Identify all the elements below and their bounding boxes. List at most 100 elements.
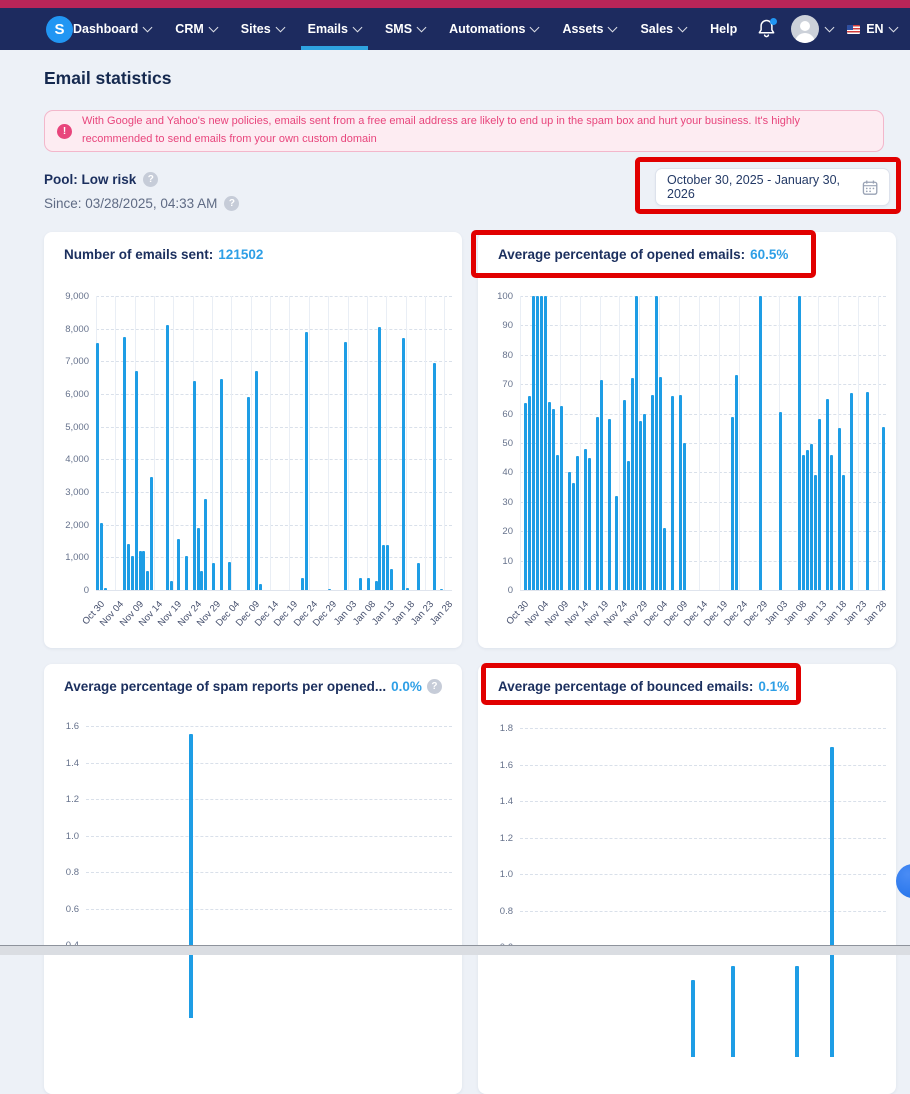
chart-bar[interactable]	[200, 571, 204, 590]
chart-bar[interactable]	[651, 394, 655, 590]
chart-bar[interactable]	[539, 296, 543, 590]
language-selector[interactable]: EN	[847, 22, 899, 36]
chart-bar[interactable]	[523, 403, 527, 590]
chart-bar[interactable]	[607, 419, 611, 590]
chart-bar[interactable]	[595, 416, 599, 590]
chart-bar[interactable]	[806, 450, 810, 590]
chart-bar[interactable]	[301, 577, 305, 590]
chart-bar[interactable]	[390, 568, 394, 590]
chart-bar[interactable]	[802, 454, 806, 590]
help-icon[interactable]: ?	[224, 196, 240, 211]
chart-bar[interactable]	[627, 460, 631, 590]
chart-bar[interactable]	[304, 331, 308, 590]
chart-bar[interactable]	[246, 397, 250, 590]
chart-bar[interactable]	[547, 401, 551, 590]
chart-bar[interactable]	[683, 443, 687, 590]
chart-bar[interactable]	[798, 296, 802, 590]
nav-item-emails[interactable]: Emails	[300, 8, 369, 50]
chart-bar[interactable]	[643, 413, 647, 590]
chart-bar[interactable]	[219, 379, 223, 590]
chart-bar[interactable]	[583, 448, 587, 590]
chart-bar[interactable]	[830, 746, 835, 1057]
chart-bar[interactable]	[615, 495, 619, 590]
chart-bar[interactable]	[359, 577, 363, 590]
chart-bar[interactable]	[185, 555, 188, 590]
chart-bar[interactable]	[417, 562, 421, 590]
app-logo[interactable]: S	[46, 15, 73, 43]
chart-bar[interactable]	[212, 562, 216, 590]
chart-bar[interactable]	[575, 456, 579, 590]
date-range-picker[interactable]: October 30, 2025 - January 30, 2026	[655, 168, 890, 206]
nav-item-sites[interactable]: Sites	[241, 8, 286, 50]
chart-bar[interactable]	[655, 296, 659, 590]
chart-bar[interactable]	[663, 528, 667, 590]
chart-bar[interactable]	[567, 472, 571, 590]
chart-bar[interactable]	[378, 327, 382, 590]
chart-bar[interactable]	[382, 545, 386, 590]
chart-bar[interactable]	[635, 296, 639, 590]
chart-bar[interactable]	[432, 362, 436, 590]
chart-bar[interactable]	[826, 398, 830, 590]
chart-bar[interactable]	[810, 444, 814, 590]
chart-bar[interactable]	[850, 393, 854, 590]
nav-item-crm[interactable]: CRM	[175, 8, 219, 50]
chart-bar[interactable]	[401, 338, 405, 590]
chart-bar[interactable]	[134, 371, 138, 590]
chart-bar[interactable]	[165, 325, 169, 590]
chart-bar[interactable]	[639, 420, 643, 590]
chart-bar[interactable]	[623, 400, 627, 590]
chart-bar[interactable]	[778, 412, 782, 590]
help-icon[interactable]: ?	[426, 679, 442, 694]
chart-bar[interactable]	[866, 392, 870, 590]
chart-bar[interactable]	[126, 544, 130, 590]
chart-bar[interactable]	[535, 296, 539, 590]
chart-bar[interactable]	[189, 733, 194, 1018]
chart-bar[interactable]	[551, 409, 555, 590]
nav-item-help[interactable]: Help	[710, 8, 737, 50]
chart-bar[interactable]	[559, 406, 563, 590]
chart-bar[interactable]	[730, 965, 735, 1057]
chart-bar[interactable]	[96, 343, 99, 590]
nav-item-sales[interactable]: Sales	[640, 8, 688, 50]
chart-bar[interactable]	[405, 588, 409, 590]
chart-bar[interactable]	[204, 499, 208, 590]
chart-bar[interactable]	[671, 395, 675, 590]
chart-bar[interactable]	[818, 419, 822, 590]
chart-bar[interactable]	[227, 561, 231, 590]
chart-bar[interactable]	[838, 428, 842, 590]
chart-bar[interactable]	[555, 454, 559, 590]
chart-bar[interactable]	[571, 482, 575, 590]
chart-bar[interactable]	[730, 416, 734, 590]
chart-bar[interactable]	[169, 580, 173, 590]
notifications-bell-icon[interactable]	[757, 18, 778, 40]
account-menu[interactable]	[791, 15, 835, 43]
chart-bar[interactable]	[691, 980, 696, 1057]
chart-bar[interactable]	[734, 375, 738, 590]
chart-bar[interactable]	[543, 296, 547, 590]
chart-bar[interactable]	[527, 395, 531, 590]
chart-bar[interactable]	[758, 296, 762, 590]
chart-bar[interactable]	[679, 394, 683, 590]
chart-bar[interactable]	[146, 571, 150, 590]
nav-item-automations[interactable]: Automations	[449, 8, 540, 50]
chart-bar[interactable]	[150, 477, 154, 590]
chart-bar[interactable]	[343, 341, 347, 590]
chart-bar[interactable]	[138, 550, 142, 590]
chart-bar[interactable]	[531, 296, 535, 590]
chart-bar[interactable]	[99, 523, 103, 590]
nav-item-sms[interactable]: SMS	[385, 8, 427, 50]
chart-bar[interactable]	[599, 379, 603, 590]
chart-bar[interactable]	[192, 380, 196, 590]
chart-bar[interactable]	[366, 577, 370, 590]
chart-bar[interactable]	[177, 539, 181, 590]
chart-bar[interactable]	[142, 550, 146, 590]
chart-bar[interactable]	[196, 527, 200, 590]
nav-item-dashboard[interactable]: Dashboard	[73, 8, 153, 50]
floating-chat-button[interactable]	[896, 864, 910, 898]
chart-bar[interactable]	[631, 378, 635, 590]
chart-bar[interactable]	[830, 454, 834, 590]
chart-bar[interactable]	[440, 589, 444, 590]
chart-bar[interactable]	[386, 545, 390, 590]
chart-bar[interactable]	[123, 336, 127, 590]
chart-bar[interactable]	[659, 376, 663, 590]
